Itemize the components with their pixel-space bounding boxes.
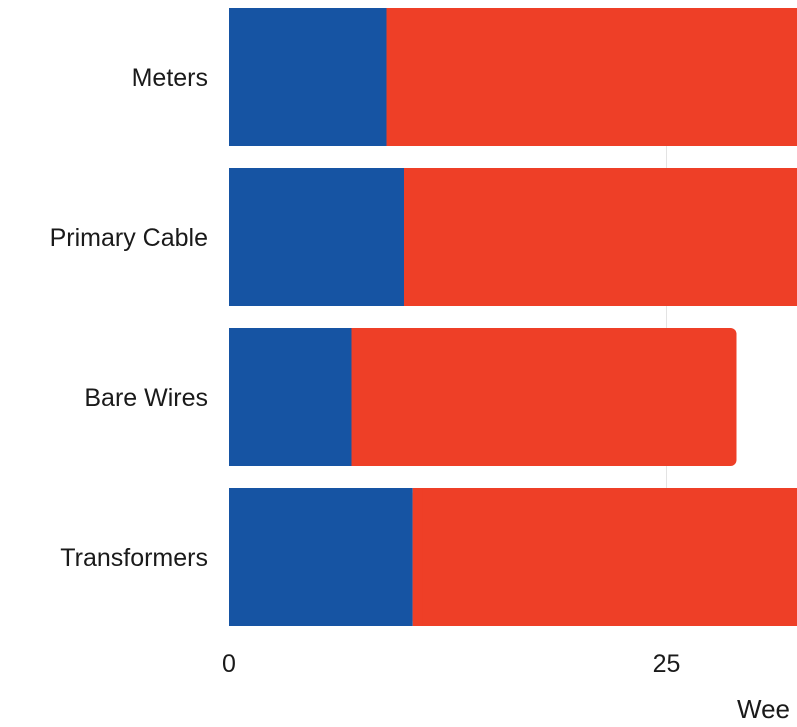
x-axis-title: Wee <box>737 694 790 724</box>
bar-joint-1 <box>404 168 414 306</box>
bar-meters-series-2 <box>386 8 797 146</box>
category-labels: Meters Primary Cable Bare Wires Transformer… <box>50 64 208 572</box>
bars <box>229 8 797 626</box>
bar-bare-wires-series-2 <box>351 328 737 466</box>
x-axis-ticks: 0 25 <box>222 650 680 678</box>
bar-bare-wires-series-1 <box>229 328 352 466</box>
bar-joint-2 <box>351 328 362 466</box>
category-label-bare-wires: Bare Wires <box>84 384 208 412</box>
category-label-transformers: Transformers <box>60 544 208 572</box>
bar-transformers-series-2 <box>412 488 797 626</box>
category-label-meters: Meters <box>132 64 208 92</box>
bar-joint-0 <box>386 8 397 146</box>
bar-transformers-series-1 <box>229 488 413 626</box>
bar-joint-3 <box>412 488 423 626</box>
bar-primary-cable-series-2 <box>404 168 797 306</box>
category-label-primary-cable: Primary Cable <box>50 224 208 252</box>
bar-meters-series-1 <box>229 8 387 146</box>
bar-primary-cable-series-1 <box>229 168 404 306</box>
x-tick-label-25: 25 <box>653 650 681 678</box>
x-tick-label-0: 0 <box>222 650 236 678</box>
